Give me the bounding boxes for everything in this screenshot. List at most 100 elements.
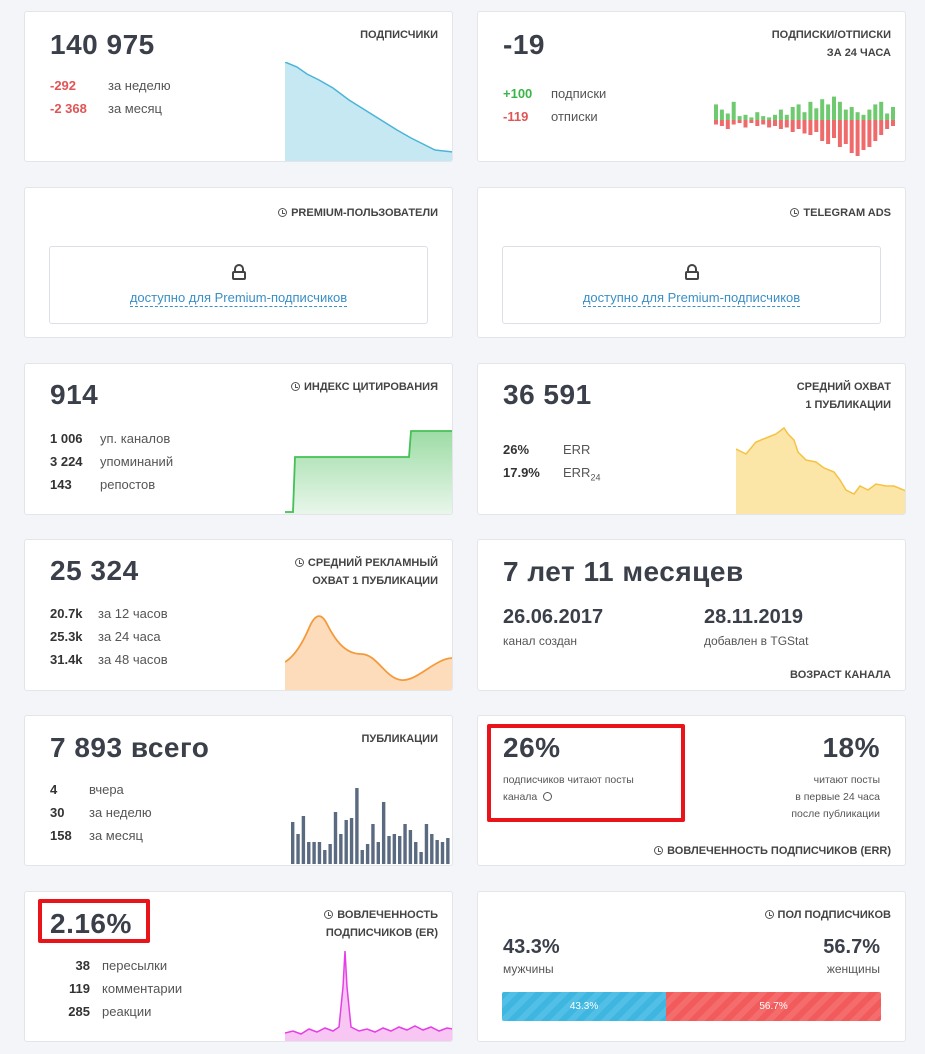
err-title-text: ВОВЛЕЧЕННОСТЬ ПОДПИСЧИКОВ (ERR): [667, 845, 891, 857]
posts-month: 158 за месяц: [50, 824, 143, 847]
reactions-value: 285: [68, 1004, 90, 1019]
err-desc-line2: канала: [503, 791, 538, 803]
unsubs-bar: [773, 120, 777, 126]
female-label: женщины: [826, 962, 880, 976]
err24-description: читают посты в первые 24 часа после публ…: [791, 772, 880, 823]
subs-bar: [749, 117, 754, 120]
subscribers-month: -2 368 за месяц: [50, 97, 162, 120]
channel-age-card[interactable]: 7 лет 11 месяцев 26.06.2017 канал создан…: [477, 539, 906, 691]
gender-title-text: ПОЛ ПОДПИСЧИКОВ: [777, 909, 891, 921]
subs-bar: [796, 104, 801, 120]
publication-bar: [355, 788, 359, 864]
publications-bar-chart: [291, 788, 450, 864]
err-description: подписчиков читают посты канала: [503, 772, 634, 806]
posts-yesterday-value: 4: [50, 782, 58, 797]
subscribers-title: ПОДПИСЧИКИ: [360, 29, 438, 41]
subs-label: подписки: [551, 86, 607, 101]
citation-index-value: 914: [50, 379, 99, 410]
subs-bar: [784, 114, 789, 120]
publication-bar: [312, 842, 316, 864]
subs-bar: [767, 117, 772, 120]
err-value: 26%: [503, 442, 530, 457]
unsubs-value: -119: [503, 109, 529, 124]
subs-bar: [867, 109, 872, 120]
publication-bar: [424, 824, 429, 864]
subs-bar: [731, 101, 736, 120]
subs-bar: [761, 116, 766, 120]
publications-title: ПУБЛИКАЦИИ: [361, 733, 438, 745]
ad-reach-title-line2: ОХВАТ 1 ПУБЛИКАЦИИ: [312, 575, 438, 587]
unsubs-bar: [790, 120, 795, 132]
unsubs-bar: [802, 120, 807, 134]
unsubs-bar: [814, 120, 819, 132]
premium-locked-box[interactable]: доступно для Premium-подписчиков: [49, 246, 428, 324]
telegram-ads-card[interactable]: TELEGRAM ADS доступно для Premium-подпис…: [477, 187, 906, 338]
err-title: ВОВЛЕЧЕННОСТЬ ПОДПИСЧИКОВ (ERR): [654, 842, 891, 860]
subs-bar: [861, 114, 866, 120]
unsubs-bar: [761, 120, 766, 125]
reposts-value: 143: [50, 477, 72, 492]
subs-bar: [743, 114, 748, 120]
premium-users-card[interactable]: PREMIUM-ПОЛЬЗОВАТЕЛИ доступно для Premiu…: [24, 187, 453, 338]
publication-bar: [296, 834, 300, 864]
average-reach-card[interactable]: 36 591 СРЕДНИЙ ОХВАТ 1 ПУБЛИКАЦИИ 26% ERR…: [477, 363, 906, 515]
err24-desc-line2: в первые 24 часа: [795, 791, 880, 803]
channel-age-value: 7 лет 11 месяцев: [503, 556, 744, 587]
comments-value: 119: [69, 981, 90, 996]
citation-row-mentions: 3 224 упоминаний: [50, 450, 173, 473]
ad-reach-48h: 31.4k за 48 часов: [50, 648, 168, 671]
err-card[interactable]: 26% подписчиков читают посты канала 18% …: [477, 715, 906, 866]
female-bar-label: 56.7%: [759, 1001, 788, 1012]
subs-value: +100: [503, 86, 533, 101]
publication-bar: [371, 824, 375, 864]
subscribers-card[interactable]: 140 975 ПОДПИСЧИКИ -292 за неделю -2 368 з…: [24, 11, 453, 162]
unsubs-bar: [885, 120, 890, 129]
reach-sparkline: [736, 426, 905, 514]
unsubs-bar: [719, 120, 724, 126]
err24-subscript: 24: [590, 472, 601, 483]
ads-premium-link[interactable]: доступно для Premium-подписчиков: [582, 290, 801, 307]
subs-bar: [773, 114, 777, 120]
posts-month-value: 158: [50, 828, 72, 843]
premium-title: PREMIUM-ПОЛЬЗОВАТЕЛИ: [278, 204, 438, 222]
unsubs-bar: [778, 120, 783, 129]
month-change-label: за месяц: [108, 101, 162, 116]
unsubs-bar: [725, 120, 730, 129]
premium-link[interactable]: доступно для Premium-подписчиков: [129, 290, 348, 307]
publication-bar: [328, 844, 332, 864]
week-change-value: -292: [50, 78, 77, 93]
subs-bar: [843, 109, 848, 120]
reach-title-line1: СРЕДНИЙ ОХВАТ: [796, 381, 891, 393]
ad-reach-title: СРЕДНИЙ РЕКЛАМНЫЙ ОХВАТ 1 ПУБЛИКАЦИИ: [294, 554, 438, 590]
citation-row-channels: 1 006 уп. каналов: [50, 427, 170, 450]
ads-locked-box[interactable]: доступно для Premium-подписчиков: [502, 246, 881, 324]
unsubs-bar: [737, 120, 742, 123]
subs-bar: [814, 108, 819, 120]
unsubs-bar: [731, 120, 736, 125]
clock-icon: [790, 208, 800, 217]
er-card[interactable]: 2.16% ВОВЛЕЧЕННОСТЬ ПОДПИСЧИКОВ (ER) 38 п…: [24, 891, 453, 1042]
err24-row: 17.9% ERR24: [503, 461, 600, 490]
posts-week-value: 30: [50, 805, 65, 820]
unsubs-bar: [755, 120, 760, 126]
publication-bar: [333, 812, 338, 864]
unsubs-bar: [879, 120, 884, 135]
daily-subscriptions-card[interactable]: -19 ПОДПИСКИ/ОТПИСКИ ЗА 24 ЧАСА +100 подп…: [477, 11, 906, 162]
citation-title-text: ИНДЕКС ЦИТИРОВАНИЯ: [303, 381, 438, 393]
posts-yesterday-label: вчера: [89, 782, 124, 797]
er-title-line1: ВОВЛЕЧЕННОСТЬ: [337, 909, 438, 921]
posts-week-label: за неделю: [89, 805, 152, 820]
citation-index-card[interactable]: 914 ИНДЕКС ЦИТИРОВАНИЯ 1 006 уп. каналов …: [24, 363, 453, 515]
unsubs-bar: [826, 120, 831, 144]
publication-bar: [339, 834, 343, 864]
publications-card[interactable]: 7 893 всего ПУБЛИКАЦИИ 4 вчера 30 за недел…: [24, 715, 453, 866]
unsubs-bar: [861, 120, 866, 150]
unsubs-bar: [891, 120, 895, 126]
ad-reach-card[interactable]: 25 324 СРЕДНИЙ РЕКЛАМНЫЙ ОХВАТ 1 ПУБЛИКА…: [24, 539, 453, 691]
gender-card[interactable]: ПОЛ ПОДПИСЧИКОВ 43.3% мужчины 56.7% женщ…: [477, 891, 906, 1042]
daily-subs: +100 подписки: [503, 82, 606, 105]
publication-bar: [408, 830, 413, 864]
clock-icon: [764, 910, 774, 919]
lock-icon: [231, 264, 246, 280]
citation-row-reposts: 143 репостов: [50, 473, 155, 496]
